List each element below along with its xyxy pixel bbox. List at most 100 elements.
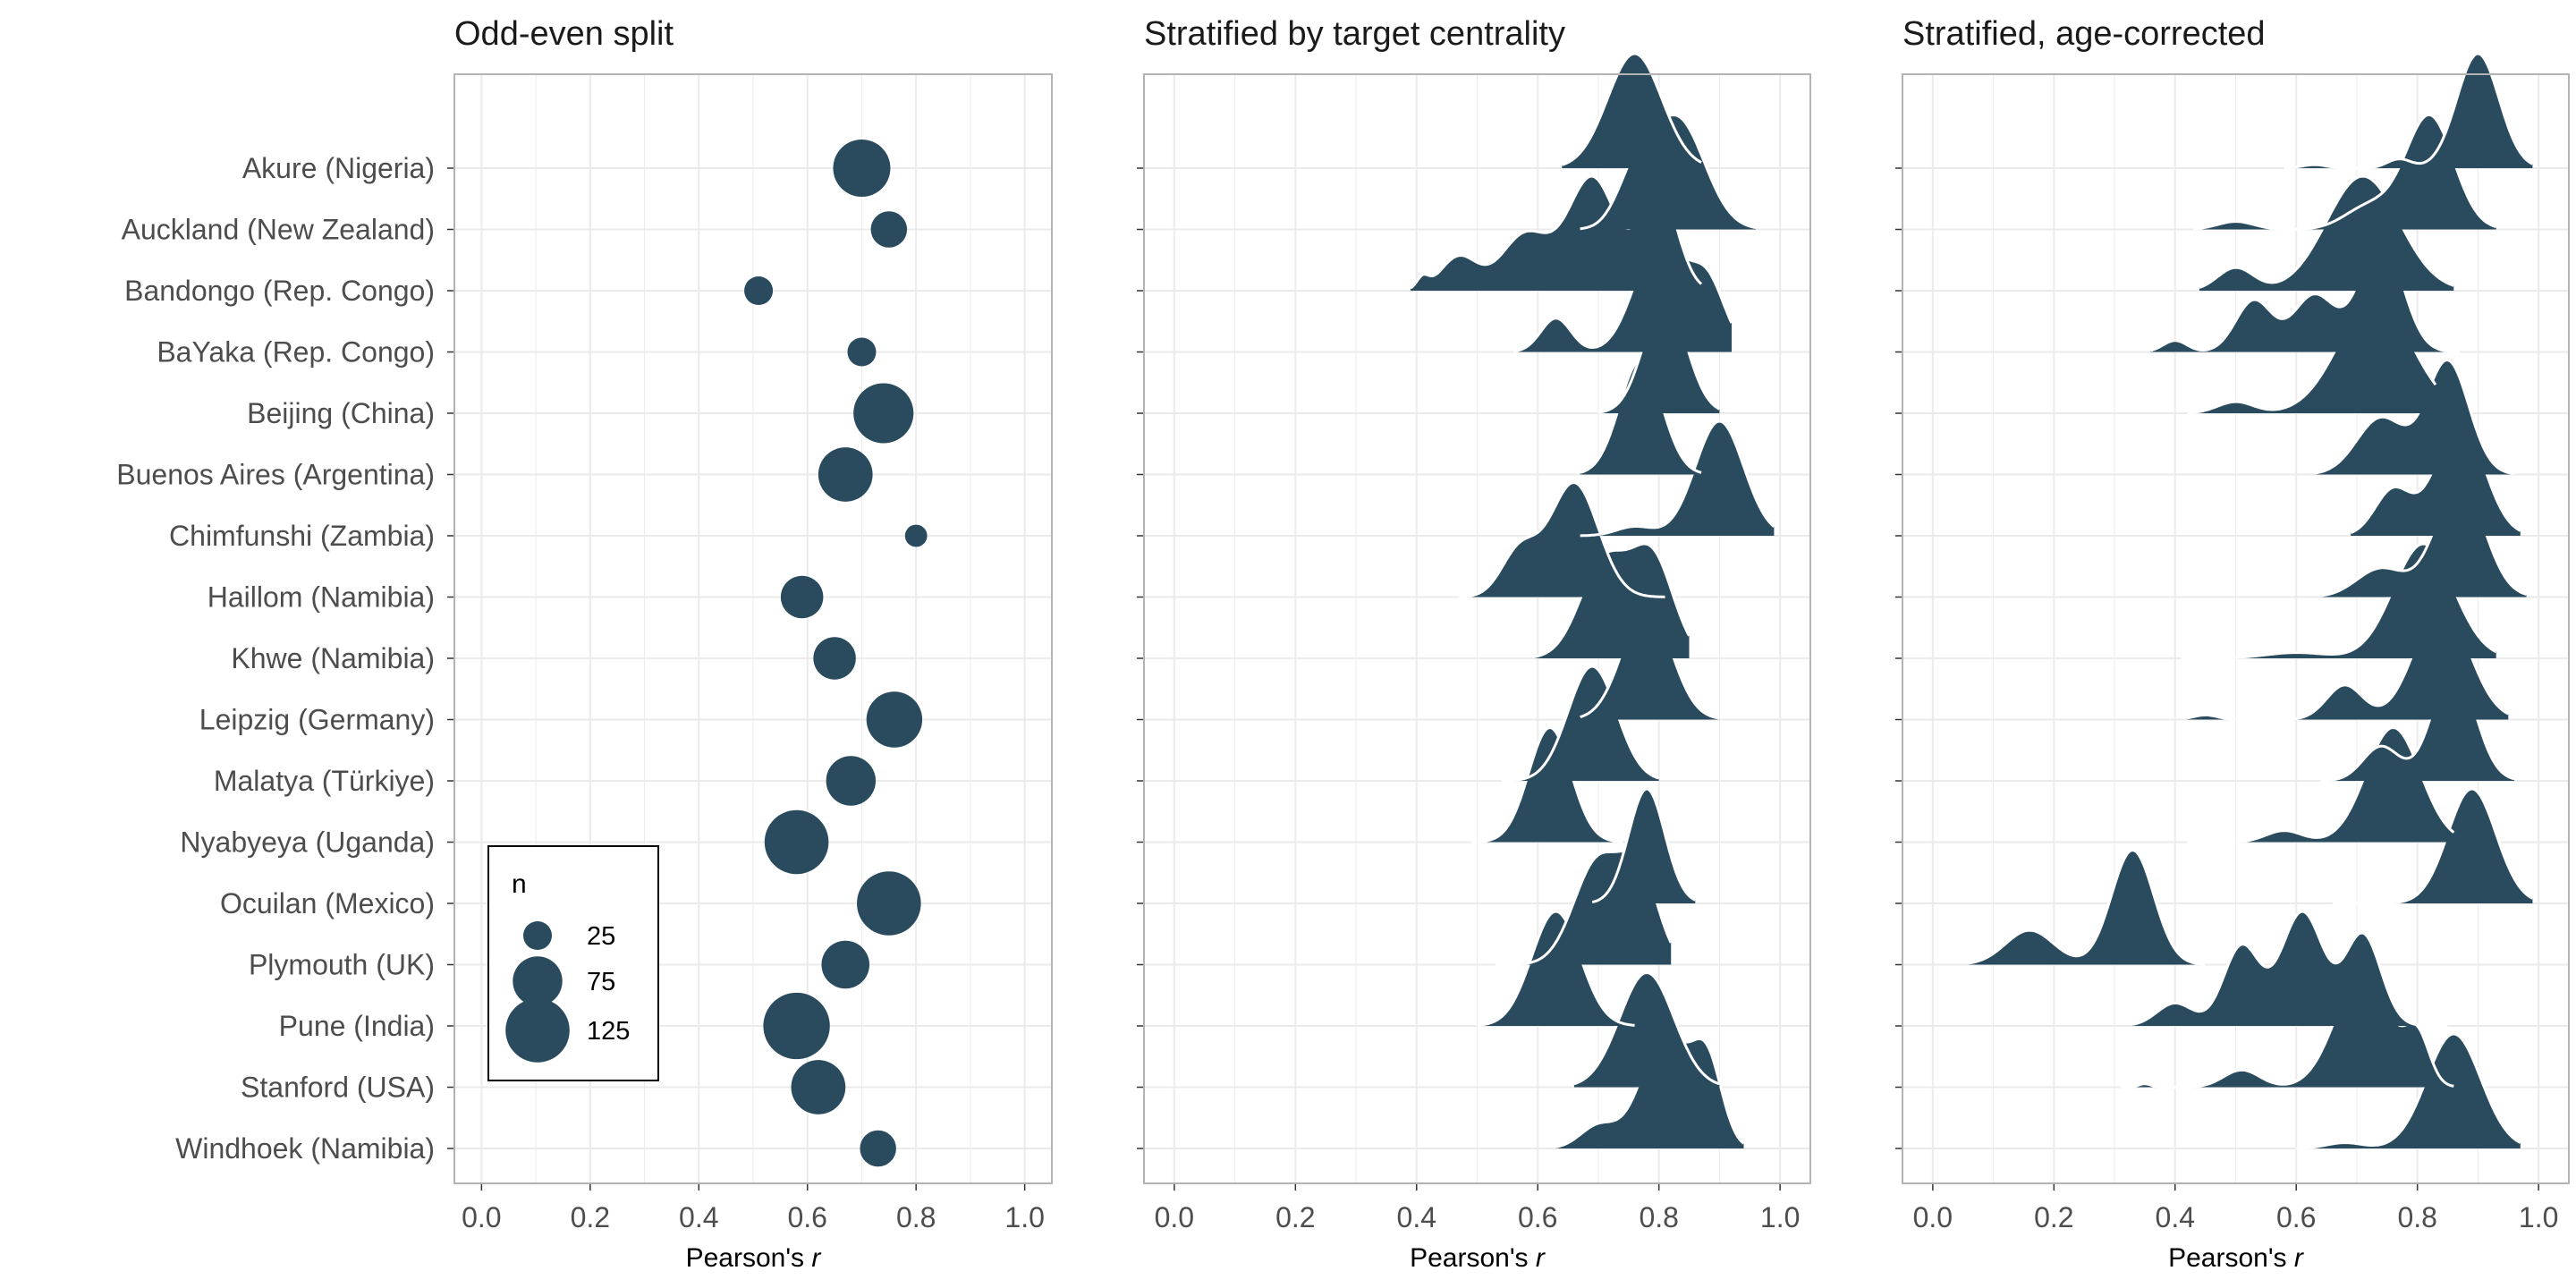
y-tick-label: Auckland (New Zealand) [122,214,435,246]
ridge-outline-6 [2314,358,2515,476]
x-tick-label: 0.2 [571,1201,610,1233]
ridge-13 [1592,789,1696,903]
ridge-3 [1411,176,1702,291]
ridge-outline-12 [2187,725,2455,843]
y-tick-label: Windhoek (Namibia) [175,1132,435,1165]
ridge-1 [2284,54,2533,168]
panel-title: Odd-even split [454,15,674,53]
y-tick-label: Stanford (USA) [241,1072,435,1104]
legend-key-75 [513,956,563,1006]
ridge-outline-4 [2150,235,2461,353]
x-tick-label: 0.0 [1155,1201,1194,1233]
x-tick-label: 0.4 [679,1201,718,1233]
ridge-outline-8 [2320,480,2528,597]
panel-title: Stratified, age-corrected [1902,15,2266,53]
ridge-13 [2332,789,2533,903]
y-tick-label: Plymouth (UK) [249,949,435,981]
ridge-outline-15 [2132,910,2448,1028]
ridge-outline-7 [1580,419,1775,538]
legend-key-125 [505,998,570,1063]
panel-odd-even-split: Odd-even split 0.0 0.2 0.4 0.6 0.8 1.0 Pearson'… [116,15,1053,1273]
point-11 [826,756,877,806]
point-4 [847,337,877,367]
point-15 [763,992,830,1060]
point-13 [857,871,921,936]
legend-label: 75 [587,968,615,996]
point-7 [904,524,928,547]
ridge-outline-13 [1591,787,1696,904]
y-tick-label: Leipzig (Germany) [199,704,435,736]
y-tick-label: Malatya (Türkiye) [214,765,435,797]
point-17 [860,1130,896,1167]
legend-label: 125 [587,1017,630,1046]
x-tick-label: 0.0 [462,1201,501,1233]
y-tick-label: Haillom (Namibia) [208,581,435,614]
panel-stratified-age-corrected: Stratified, age-corrected 0.0 0.2 0.4 0.6 0.8… [1895,15,2570,1273]
point-14 [821,940,870,989]
gridlines [454,74,1052,1183]
ridge-11 [1501,666,1659,781]
y-tick-label: Pune (India) [279,1010,435,1042]
point-6 [818,447,873,502]
panel-border [1143,73,1811,1184]
ridge-outline-11 [1501,665,1660,783]
y-tick-label: Khwe (Namibia) [231,642,435,674]
ridge-outline-9 [1531,542,1690,659]
panel-border [1902,73,2570,1184]
point-3 [744,276,774,305]
ridge-6 [2314,360,2514,475]
ridge-10 [1580,605,1720,720]
x-axis-title: Pearson's r [1410,1243,1546,1273]
ridge-2 [1580,114,1756,230]
x-axis-title: Pearson's r [686,1243,822,1273]
ridge-7 [1580,421,1775,536]
point-12 [764,809,829,875]
point-2 [870,211,908,248]
x-tick-label: 0.8 [2397,1201,2436,1233]
x-axis-title: Pearson's r [2168,1243,2304,1273]
x-tick-label: 0.6 [1518,1201,1557,1233]
ridge-outline-4 [1513,235,1733,353]
ridge-2 [2193,114,2496,230]
legend-title: n [512,869,527,899]
ridge-outline-1 [1561,52,1702,166]
point-10 [866,691,923,748]
x-tick-label: 0.6 [2276,1201,2316,1233]
legend-n: n 25 75 125 [487,845,659,1081]
y-tick-label: Ocuilan (Mexico) [220,887,435,919]
ridge-9 [1531,544,1690,658]
legend-label: 25 [587,922,615,951]
x-tick-label: 0.6 [787,1201,826,1233]
point-1 [833,140,891,197]
ridge-outline-12 [1470,725,1623,843]
panel-stratified-target-centrality: Stratified by target centrality 0.0 0.2 0.4… [1137,15,1811,1273]
x-tick-label: 1.0 [1760,1201,1800,1233]
y-tick-label: Buenos Aires (Argentina) [116,459,435,491]
x-tick-label: 0.8 [1639,1201,1678,1233]
ridge-1 [1562,54,1702,168]
ridge-outline-14 [1969,848,2206,966]
ridge-outline-15 [1477,910,1635,1027]
ridge-16 [1573,972,1720,1088]
x-tick-label: 1.0 [1004,1201,1044,1233]
x-tick-label: 1.0 [2519,1201,2558,1233]
ridge-5 [1598,299,1720,413]
point-8 [780,575,824,619]
point-9 [813,637,856,680]
panel-title: Stratified by target centrality [1144,15,1565,53]
ridge-17 [2296,1034,2521,1148]
point-5 [853,383,914,444]
ridge-14 [1969,850,2206,965]
y-tick-label: Akure (Nigeria) [242,152,435,184]
ridge-outline-13 [2332,787,2534,905]
ridge-outline-17 [2296,1032,2521,1150]
y-tick-label: Beijing (China) [247,397,435,429]
ridge-outline-11 [2320,665,2515,783]
ridge-outline-8 [1459,480,1665,598]
panel-border [453,73,1053,1184]
ridge-17 [1555,1034,1744,1148]
ridge-6 [1580,360,1702,475]
ridges [1410,52,1775,1148]
y-tick-label: Bandongo (Rep. Congo) [124,275,435,307]
